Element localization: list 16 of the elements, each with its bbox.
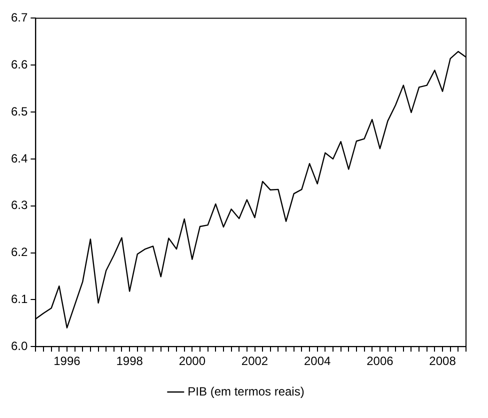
y-tick-label: 6.6 <box>10 57 28 72</box>
x-tick-label: 2006 <box>366 354 394 368</box>
y-tick-label: 6.1 <box>10 292 28 306</box>
y-tick-label: 6.5 <box>10 104 28 118</box>
y-tick-label: 6.0 <box>10 338 28 353</box>
x-tick-label: 2000 <box>178 354 206 368</box>
y-tick-label: 6.4 <box>10 151 28 166</box>
x-tick-label: 2004 <box>304 354 332 368</box>
legend-label: PIB (em termos reais) <box>188 384 304 398</box>
x-tick-label: 2008 <box>429 354 456 368</box>
y-tick-label: 6.3 <box>10 198 28 212</box>
x-tick-label: 2002 <box>241 354 268 368</box>
y-tick-label: 6.7 <box>10 10 28 25</box>
y-tick-label: 6.2 <box>10 245 28 260</box>
x-tick-label: 1996 <box>54 354 81 368</box>
x-tick-label: 1998 <box>116 354 144 368</box>
